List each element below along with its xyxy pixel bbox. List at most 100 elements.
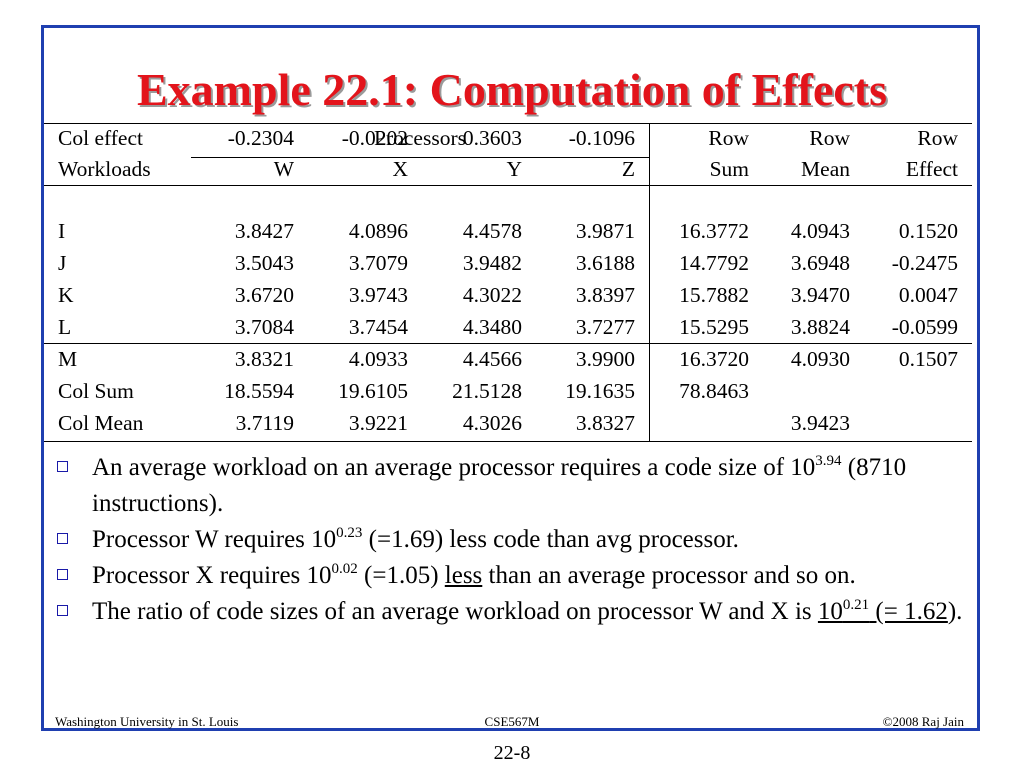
table-cell: 4.3480 xyxy=(462,315,522,339)
row-label: J xyxy=(58,251,67,275)
table-cell: 14.7792 xyxy=(679,251,749,275)
exponent: 3.94 xyxy=(815,453,842,469)
exponent: 0.02 xyxy=(331,561,358,577)
bullet-text: Processor W requires 10 xyxy=(92,526,337,553)
table-cell: -0.0599 xyxy=(891,315,958,339)
table-cell: 3.8397 xyxy=(575,283,635,307)
table-cell: 3.7084 xyxy=(234,315,294,339)
table-cell: 3.9221 xyxy=(348,411,408,435)
table-cell: 4.3026 xyxy=(462,411,522,435)
table-cell: 15.5295 xyxy=(679,315,749,339)
processor-column-header: W xyxy=(273,157,294,181)
table-rule xyxy=(44,123,972,124)
row-label: L xyxy=(58,315,72,339)
table-cell: -0.2475 xyxy=(891,251,958,275)
row-stat-header-top: Row xyxy=(917,126,958,150)
processor-column-header: Z xyxy=(621,157,635,181)
ratio-base: 10 xyxy=(817,598,843,625)
table-cell: 3.9482 xyxy=(462,251,522,275)
table-cell: 4.3022 xyxy=(462,283,522,307)
table-cell: 3.7079 xyxy=(348,251,408,275)
table-cell: 4.0933 xyxy=(348,347,408,371)
processors-header: Processors xyxy=(374,126,466,150)
row-stat-header-top: Row xyxy=(708,126,749,150)
table-cell: 16.3772 xyxy=(679,219,749,243)
table-cell: 3.9470 xyxy=(790,283,850,307)
bullet-text: (8710 instructions). xyxy=(92,454,907,517)
table-cell: 0.3603 xyxy=(462,126,522,150)
table-cell: 3.9743 xyxy=(348,283,408,307)
table-cell: 0.0047 xyxy=(898,283,958,307)
bullet-text: An average workload on an average proces… xyxy=(92,454,816,481)
row-label: Col Mean xyxy=(58,411,144,435)
table-cell: 3.8427 xyxy=(234,219,294,243)
bullet-text: (=1.69) less code than avg processor. xyxy=(362,526,739,553)
table-cell: 19.6105 xyxy=(338,379,408,403)
table-cell: 3.7277 xyxy=(575,315,635,339)
footer-center: CSE567M xyxy=(484,714,540,729)
workloads-header: Workloads xyxy=(58,157,151,181)
footer-left: Washington University in St. Louis xyxy=(55,714,239,729)
checkbox-bullet-icon xyxy=(57,605,68,616)
table-cell: 3.6720 xyxy=(234,283,294,307)
table-cell: 4.0930 xyxy=(790,347,850,371)
slide-title: Example 22.1: Computation of Effects xyxy=(137,64,887,115)
checkbox-bullet-icon xyxy=(57,569,68,580)
processor-column-header: Y xyxy=(506,157,522,181)
bullet-text: The ratio of code sizes of an average wo… xyxy=(92,598,818,625)
processor-column-header: X xyxy=(392,157,408,181)
table-cell: 19.1635 xyxy=(565,379,635,403)
ratio-value: (= 1.62 xyxy=(869,598,948,625)
table-cell: 4.0896 xyxy=(348,219,408,243)
table-cell: 3.8321 xyxy=(234,347,294,371)
row-label: Col effect xyxy=(58,126,143,150)
slide-frame xyxy=(41,25,980,731)
bullet-text: Processor X requires 10 xyxy=(92,562,332,589)
table-cell: -0.0202 xyxy=(341,126,408,150)
underlined-ratio: 100.21 (= 1.62 xyxy=(817,597,948,626)
table-cell: 3.9871 xyxy=(575,219,635,243)
bullet-text: (=1.05) xyxy=(357,562,445,589)
table-cell: 3.7119 xyxy=(235,411,294,435)
table-cell: -0.1096 xyxy=(568,126,635,150)
exponent: 0.21 xyxy=(842,597,870,613)
bullet-text: than an average processor and so on. xyxy=(482,562,856,589)
row-stat-header-top: Row xyxy=(809,126,850,150)
exponent: 0.23 xyxy=(336,525,363,541)
table-cell: 15.7882 xyxy=(679,283,749,307)
row-label: M xyxy=(58,347,78,371)
table-cell: 18.5594 xyxy=(224,379,294,403)
table-cell: 3.9423 xyxy=(790,411,850,435)
table-rule xyxy=(649,123,650,441)
row-stat-header-bottom: Sum xyxy=(709,157,749,181)
table-rule xyxy=(44,441,972,442)
table-cell: 4.4566 xyxy=(462,347,522,371)
row-label: I xyxy=(58,219,66,243)
table-cell: 3.5043 xyxy=(234,251,294,275)
table-cell: 16.3720 xyxy=(679,347,749,371)
table-cell: 3.6188 xyxy=(575,251,635,275)
checkbox-bullet-icon xyxy=(57,461,68,472)
table-cell: 3.8327 xyxy=(575,411,635,435)
bullet-item-3: Processor X requires 100.02 (=1.05) less… xyxy=(52,558,982,594)
table-rule xyxy=(44,185,972,186)
bullet-item-4: The ratio of code sizes of an average wo… xyxy=(52,594,982,630)
underlined-text: less xyxy=(444,562,483,589)
row-stat-header-bottom: Mean xyxy=(801,157,850,181)
table-cell: 0.1507 xyxy=(898,347,958,371)
page-number: 22-8 xyxy=(493,742,531,764)
table-cell: 3.7454 xyxy=(348,315,408,339)
table-cell: 78.8463 xyxy=(679,379,749,403)
table-rule xyxy=(191,157,649,158)
table-cell: 3.6948 xyxy=(790,251,850,275)
row-label: K xyxy=(58,283,74,307)
bullet-text: ). xyxy=(947,598,963,625)
table-cell: 3.8824 xyxy=(790,315,850,339)
table-cell: 3.9900 xyxy=(575,347,635,371)
table-cell: -0.2304 xyxy=(227,126,294,150)
bullet-item-1: An average workload on an average proces… xyxy=(52,450,982,522)
bullet-list: An average workload on an average proces… xyxy=(52,450,982,630)
checkbox-bullet-icon xyxy=(57,533,68,544)
table-cell: 4.0943 xyxy=(790,219,850,243)
table-cell: 0.1520 xyxy=(898,219,958,243)
